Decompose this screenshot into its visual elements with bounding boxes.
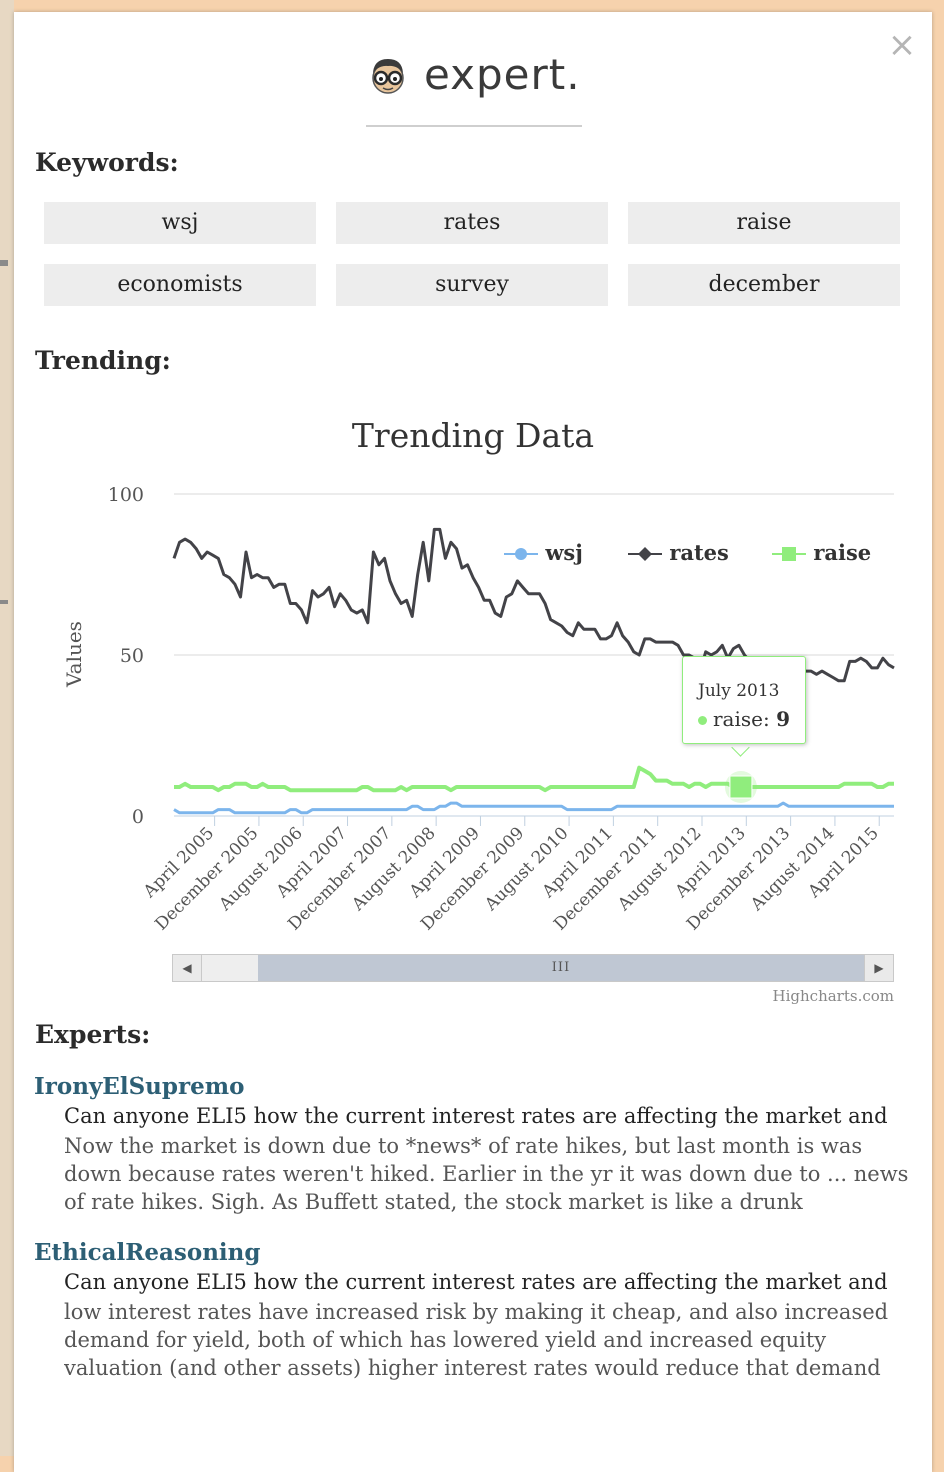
scroll-left-arrow-icon[interactable]: ◀ — [173, 955, 202, 981]
hover-point-marker — [729, 775, 753, 799]
expert-name-link[interactable]: IronyElSupremo — [34, 1073, 245, 1100]
y-tick-label: 100 — [108, 484, 144, 506]
keyword-chip[interactable]: wsj — [44, 202, 316, 244]
expert-answer: low interest rates have increased risk b… — [64, 1300, 889, 1380]
experts-list: IronyElSupremo Can anyone ELI5 how the c… — [14, 1072, 932, 1382]
scrollbar-thumb[interactable]: III — [258, 955, 864, 981]
legend-circle-icon — [504, 548, 538, 560]
keyword-chip[interactable]: survey — [336, 264, 608, 306]
keywords-heading: Keywords: — [35, 148, 179, 177]
background-fragment — [0, 260, 8, 266]
expert-question: Can anyone ELI5 how the current interest… — [64, 1270, 888, 1294]
keyword-chip[interactable]: economists — [44, 264, 316, 306]
legend-item-raise[interactable]: raise — [772, 540, 871, 565]
legend-square-icon — [772, 547, 806, 561]
highcharts-credit-link[interactable]: Highcharts.com — [772, 987, 894, 1005]
logo-divider — [366, 125, 582, 127]
legend-label: rates — [669, 540, 729, 565]
chart-tooltip: July 2013 raise: 9 — [682, 656, 806, 744]
experts-heading: Experts: — [35, 1020, 151, 1049]
expert-name-link[interactable]: EthicalReasoning — [34, 1239, 261, 1266]
nerd-face-icon — [372, 58, 404, 94]
tooltip-row: raise: 9 — [698, 707, 790, 731]
background-app-strip — [0, 0, 14, 1456]
legend-item-wsj[interactable]: wsj — [504, 540, 583, 565]
expert-modal: × expert. Keywords: wsj rates raise econ… — [14, 12, 932, 1472]
expert-answer: Now the market is down due to *news* of … — [64, 1134, 909, 1214]
keyword-chip[interactable]: raise — [628, 202, 900, 244]
close-icon[interactable]: × — [887, 25, 917, 65]
keyword-chip[interactable]: rates — [336, 202, 608, 244]
legend-item-rates[interactable]: rates — [628, 540, 729, 565]
scroll-fragment: . — [136, 1066, 141, 1082]
y-tick-label: 0 — [132, 806, 144, 828]
logo-wordmark: expert. — [424, 50, 581, 99]
expert-question: Can anyone ELI5 how the current interest… — [64, 1104, 888, 1128]
tooltip-series-label: raise: — [713, 707, 770, 731]
trending-heading: Trending: — [35, 346, 171, 375]
scroll-right-arrow-icon[interactable]: ▶ — [864, 955, 893, 981]
tooltip-series-dot — [698, 716, 707, 725]
chart-title: Trending Data — [351, 416, 595, 455]
y-tick-label: 50 — [120, 645, 144, 667]
tooltip-value: 9 — [776, 707, 790, 731]
chart-scrollbar[interactable]: ◀ III ▶ — [172, 954, 894, 982]
expert-entry: EthicalReasoning Can anyone ELI5 how the… — [14, 1238, 932, 1382]
background-fragment — [0, 600, 8, 604]
series-line-raise — [174, 765, 894, 793]
y-axis-title: Values — [62, 621, 86, 687]
series-line-wsj — [173, 801, 894, 815]
legend-label: wsj — [545, 540, 583, 565]
tooltip-date: July 2013 — [698, 681, 780, 701]
trending-chart: 0 50 100 April 2005 December 2005 August 2006… — [14, 404, 932, 1005]
keywords-grid: wsj rates raise economists survey decemb… — [44, 202, 900, 306]
expert-entry: IronyElSupremo Can anyone ELI5 how the c… — [14, 1072, 932, 1216]
legend-label: raise — [813, 540, 872, 565]
keyword-chip[interactable]: december — [628, 264, 900, 306]
legend-diamond-icon — [628, 547, 662, 561]
logo: expert. — [364, 50, 581, 99]
